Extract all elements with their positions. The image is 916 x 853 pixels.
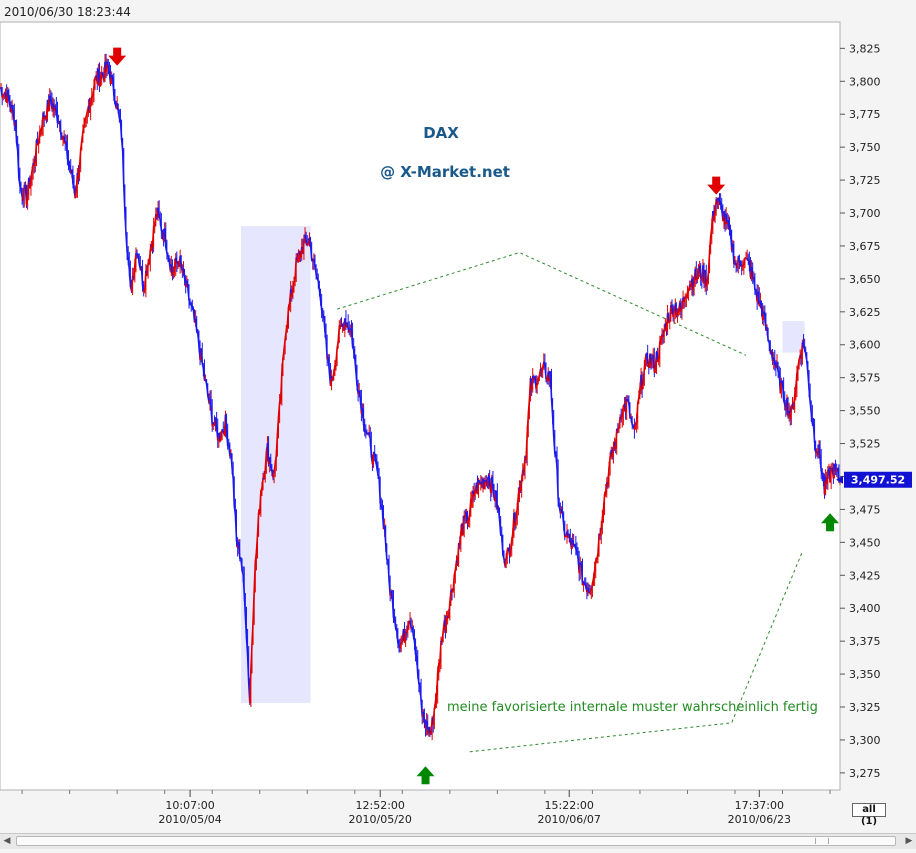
y-tick-label: 3,625: [849, 306, 881, 319]
scrollbar-thumb[interactable]: [16, 836, 896, 846]
scroll-left-icon[interactable]: ◀: [0, 835, 14, 848]
y-tick-label: 3,425: [849, 569, 881, 582]
y-tick-label: 3,800: [849, 75, 881, 88]
chart-title: DAX: [423, 124, 459, 142]
y-tick-label: 3,350: [849, 668, 881, 681]
plot-area: [0, 22, 840, 790]
y-tick-label: 3,575: [849, 372, 881, 385]
y-tick-label: 3,275: [849, 767, 881, 780]
y-tick-label: 3,300: [849, 734, 881, 747]
x-tick-time: 17:37:00: [735, 799, 784, 812]
y-tick-label: 3,700: [849, 207, 881, 220]
y-tick-label: 3,400: [849, 602, 881, 615]
y-tick-label: 3,775: [849, 108, 881, 121]
y-tick-label: 3,750: [849, 141, 881, 154]
y-tick-label: 3,650: [849, 273, 881, 286]
scroll-right-icon[interactable]: ▶: [902, 835, 916, 848]
x-tick-time: 15:22:00: [545, 799, 594, 812]
x-tick-time: 12:52:00: [356, 799, 405, 812]
x-tick-time: 10:07:00: [165, 799, 214, 812]
last-value-label: 3,497.52: [851, 474, 905, 487]
zoom-all-button[interactable]: all (1): [852, 803, 886, 817]
chart-subtitle: @ X-Market.net: [380, 163, 510, 181]
x-tick-date: 2010/06/07: [538, 813, 601, 826]
x-tick-date: 2010/05/20: [349, 813, 412, 826]
y-tick-label: 3,675: [849, 240, 881, 253]
y-tick-label: 3,725: [849, 174, 881, 187]
y-tick-label: 3,550: [849, 405, 881, 418]
y-tick-label: 3,825: [849, 42, 881, 55]
x-tick-date: 2010/06/23: [728, 813, 791, 826]
y-tick-label: 3,525: [849, 438, 881, 451]
y-tick-label: 3,325: [849, 701, 881, 714]
horizontal-scrollbar[interactable]: ◀ ▶: [0, 833, 916, 849]
y-tick-label: 3,475: [849, 503, 881, 516]
x-tick-date: 2010/05/04: [158, 813, 221, 826]
y-tick-label: 3,375: [849, 635, 881, 648]
grip-icon: [815, 838, 829, 844]
chart-annotation: meine favorisierte internale muster wahr…: [447, 700, 818, 715]
y-tick-label: 3,450: [849, 536, 881, 549]
timestamp-label: 2010/06/30 18:23:44: [4, 5, 131, 19]
y-tick-label: 3,600: [849, 339, 881, 352]
